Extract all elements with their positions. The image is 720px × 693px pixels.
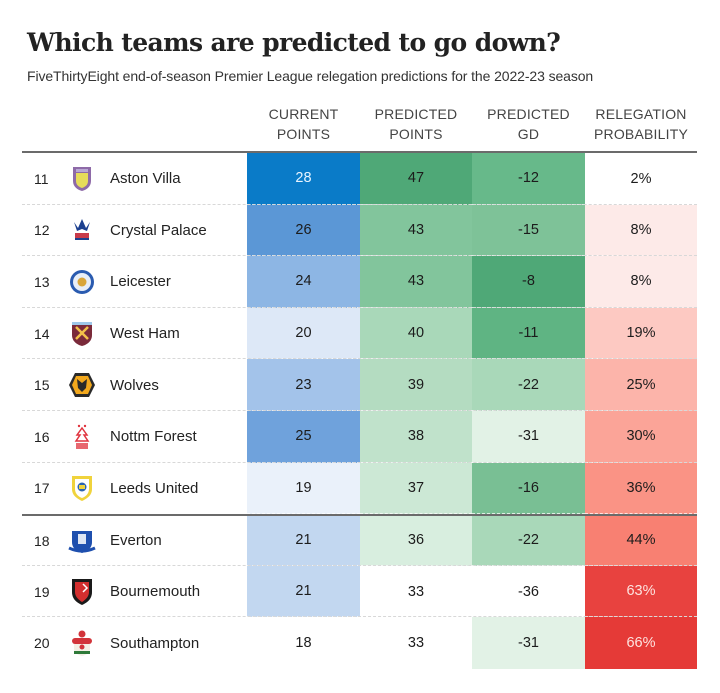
rank: 12 <box>34 222 50 239</box>
chart-title: Which teams are predicted to go down? <box>27 28 561 57</box>
column-header-predicted-gd: PREDICTED GD <box>472 104 585 144</box>
column-header-line: CURRENT <box>268 106 339 122</box>
relegation-table: 11 Aston Villa 28 47 -12 2% 12 Crystal Palace 26… <box>22 153 697 669</box>
cell-predicted-gd: -16 <box>472 462 585 515</box>
cell-predicted-gd: -11 <box>472 307 585 360</box>
table-row: 12 Crystal Palace 26 43 -15 8% <box>22 204 697 257</box>
column-header-line: PROBABILITY <box>593 126 688 142</box>
bournemouth-crest-icon <box>68 566 96 618</box>
rank: 15 <box>34 377 50 394</box>
cell-current-points: 18 <box>247 617 360 669</box>
table-row: 14 West Ham 20 40 -11 19% <box>22 307 697 360</box>
cell-predicted-points: 39 <box>360 359 472 411</box>
cell-predicted-points: 37 <box>360 462 472 515</box>
team-name: Bournemouth <box>110 583 201 601</box>
rank: 13 <box>34 273 50 290</box>
west-ham-crest-icon <box>68 308 96 360</box>
rank: 20 <box>34 635 50 652</box>
table-row: 13 Leicester 24 43 -8 8% <box>22 256 697 308</box>
rank: 16 <box>34 428 50 445</box>
cell-relegation-probability: 30% <box>585 410 697 463</box>
cell-relegation-probability: 8% <box>585 256 697 308</box>
team-name: Leicester <box>110 273 171 291</box>
leeds-united-crest-icon <box>68 463 96 515</box>
cell-predicted-gd: -22 <box>472 516 585 566</box>
team-name: West Ham <box>110 325 180 343</box>
team-name: Crystal Palace <box>110 221 207 239</box>
cell-current-points: 21 <box>247 565 360 618</box>
rank: 11 <box>34 170 49 187</box>
nottm-forest-crest-icon <box>68 411 96 463</box>
rank: 18 <box>34 532 50 549</box>
column-header-line: POINTS <box>276 126 331 142</box>
wolves-crest-icon <box>68 359 96 411</box>
everton-crest-icon <box>68 516 96 566</box>
aston-villa-crest-icon <box>68 153 96 205</box>
chart-subtitle: FiveThirtyEight end-of-season Premier Le… <box>27 68 594 84</box>
cell-relegation-probability: 63% <box>585 565 697 618</box>
rank: 19 <box>34 583 50 600</box>
crystal-palace-crest-icon <box>68 205 96 257</box>
cell-current-points: 21 <box>247 516 360 566</box>
cell-relegation-probability: 25% <box>585 359 697 411</box>
team-name: Leeds United <box>110 479 199 497</box>
team-name: Wolves <box>110 376 159 394</box>
column-header-predicted-points: PREDICTED POINTS <box>360 104 472 144</box>
rank: 17 <box>34 480 50 497</box>
header-rule <box>22 151 697 153</box>
table-row: 17 Leeds United 19 37 -16 36% <box>22 462 697 515</box>
cell-current-points: 23 <box>247 359 360 411</box>
cell-predicted-points: 33 <box>360 565 472 618</box>
cell-predicted-gd: -12 <box>472 153 585 205</box>
cell-predicted-gd: -31 <box>472 617 585 669</box>
cell-relegation-probability: 36% <box>585 462 697 515</box>
leicester-crest-icon <box>68 256 96 308</box>
column-header-relegation-probability: RELEGATION PROBABILITY <box>585 104 697 144</box>
cell-predicted-points: 36 <box>360 516 472 566</box>
cell-current-points: 24 <box>247 256 360 308</box>
cell-predicted-gd: -22 <box>472 359 585 411</box>
table-row: 18 Everton 21 36 -22 44% <box>22 514 697 566</box>
column-header-line: RELEGATION <box>595 106 687 122</box>
cell-relegation-probability: 2% <box>585 153 697 205</box>
table-row: 20 Southampton 18 33 -31 66% <box>22 617 697 669</box>
cell-relegation-probability: 19% <box>585 307 697 360</box>
rank: 14 <box>34 325 50 342</box>
team-name: Southampton <box>110 634 200 652</box>
table-row: 15 Wolves 23 39 -22 25% <box>22 359 697 411</box>
cell-current-points: 28 <box>247 153 360 205</box>
cell-predicted-points: 38 <box>360 410 472 463</box>
cell-current-points: 20 <box>247 307 360 360</box>
southampton-crest-icon <box>68 617 96 669</box>
cell-relegation-probability: 66% <box>585 617 697 669</box>
column-header-line: POINTS <box>389 126 443 142</box>
cell-predicted-points: 43 <box>360 204 472 257</box>
column-header-line: GD <box>517 126 540 142</box>
cell-current-points: 26 <box>247 204 360 257</box>
cell-relegation-probability: 44% <box>585 516 697 566</box>
cell-predicted-gd: -8 <box>472 256 585 308</box>
cell-predicted-points: 43 <box>360 256 472 308</box>
cell-predicted-gd: -15 <box>472 204 585 257</box>
cell-current-points: 19 <box>247 462 360 515</box>
team-name: Everton <box>110 532 162 550</box>
column-header-current-points: CURRENT POINTS <box>247 104 360 144</box>
cell-predicted-points: 47 <box>360 153 472 205</box>
cell-predicted-points: 40 <box>360 307 472 360</box>
team-name: Aston Villa <box>110 170 181 188</box>
cell-predicted-gd: -31 <box>472 410 585 463</box>
cell-predicted-gd: -36 <box>472 565 585 618</box>
team-name: Nottm Forest <box>110 428 197 446</box>
table-row: 11 Aston Villa 28 47 -12 2% <box>22 153 697 205</box>
table-row: 16 Nottm Forest 25 38 -31 30% <box>22 410 697 463</box>
cell-current-points: 25 <box>247 410 360 463</box>
cell-predicted-points: 33 <box>360 617 472 669</box>
column-header-line: PREDICTED <box>487 106 570 122</box>
cell-relegation-probability: 8% <box>585 204 697 257</box>
column-header-line: PREDICTED <box>374 106 458 122</box>
table-row: 19 Bournemouth 21 33 -36 63% <box>22 565 697 618</box>
